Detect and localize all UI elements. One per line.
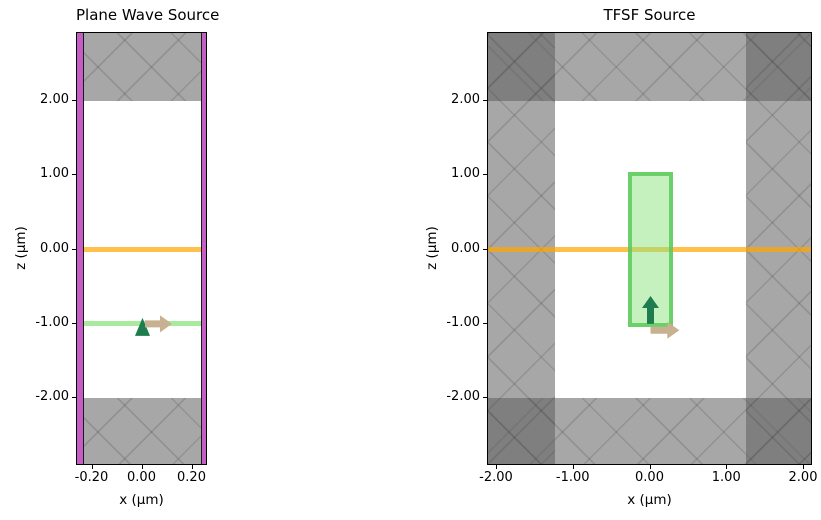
y-tick (483, 322, 487, 324)
y-tick-label: -2.00 (446, 389, 480, 405)
y-tick-label: 0.00 (40, 240, 69, 256)
y-tick (72, 248, 76, 250)
y-tick (72, 99, 76, 101)
x-tick-label: -1.00 (555, 470, 590, 485)
y-tick (72, 174, 76, 176)
y-tick (483, 248, 487, 250)
x-axis-label-tfsf: x (µm) (627, 492, 672, 508)
plane-wave-plot-area (77, 33, 206, 464)
x-tick (495, 465, 497, 469)
pml-bottom (77, 398, 206, 464)
y-tick-label: 0.00 (451, 240, 480, 256)
x-tick-label: 0.00 (127, 470, 156, 485)
tfsf-box (628, 172, 673, 327)
y-tick-label: -1.00 (35, 314, 69, 330)
x-tick-label: 1.00 (711, 470, 741, 485)
tfsf-title: TFSF Source (603, 6, 696, 24)
y-tick (72, 397, 76, 399)
plane-wave-axes (76, 32, 207, 465)
y-tick (483, 397, 487, 399)
x-tick (141, 465, 143, 469)
y-tick-label: -2.00 (35, 389, 69, 405)
plane-wave-title: Plane Wave Source (76, 6, 220, 24)
x-tick (726, 465, 728, 469)
y-tick-label: -1.00 (446, 314, 480, 330)
x-tick-label: 0.00 (635, 470, 664, 485)
x-tick (91, 465, 93, 469)
x-tick (191, 465, 193, 469)
tfsf-axes (487, 32, 812, 465)
y-tick-label: 1.00 (40, 166, 69, 182)
y-tick (483, 174, 487, 176)
y-tick-label: 1.00 (451, 166, 480, 182)
x-tick (572, 465, 574, 469)
periodic-boundary-right (201, 33, 206, 464)
y-tick (483, 99, 487, 101)
field-monitor (77, 247, 206, 252)
x-axis-label-plane-wave: x (µm) (119, 492, 164, 508)
tfsf-plot-area (488, 33, 811, 464)
x-tick-label: -2.00 (479, 470, 513, 485)
x-tick-label: 2.00 (788, 470, 818, 485)
periodic-boundary-left (77, 33, 85, 464)
x-tick (803, 465, 805, 469)
y-tick-label: 2.00 (40, 91, 69, 107)
pml-top (77, 33, 206, 101)
y-tick-label: 2.00 (451, 91, 480, 107)
plane-wave-source (77, 321, 206, 327)
x-tick-label: 0.20 (177, 470, 206, 485)
x-tick (649, 465, 651, 469)
x-tick-label: -0.20 (74, 470, 109, 485)
y-tick (72, 322, 76, 324)
